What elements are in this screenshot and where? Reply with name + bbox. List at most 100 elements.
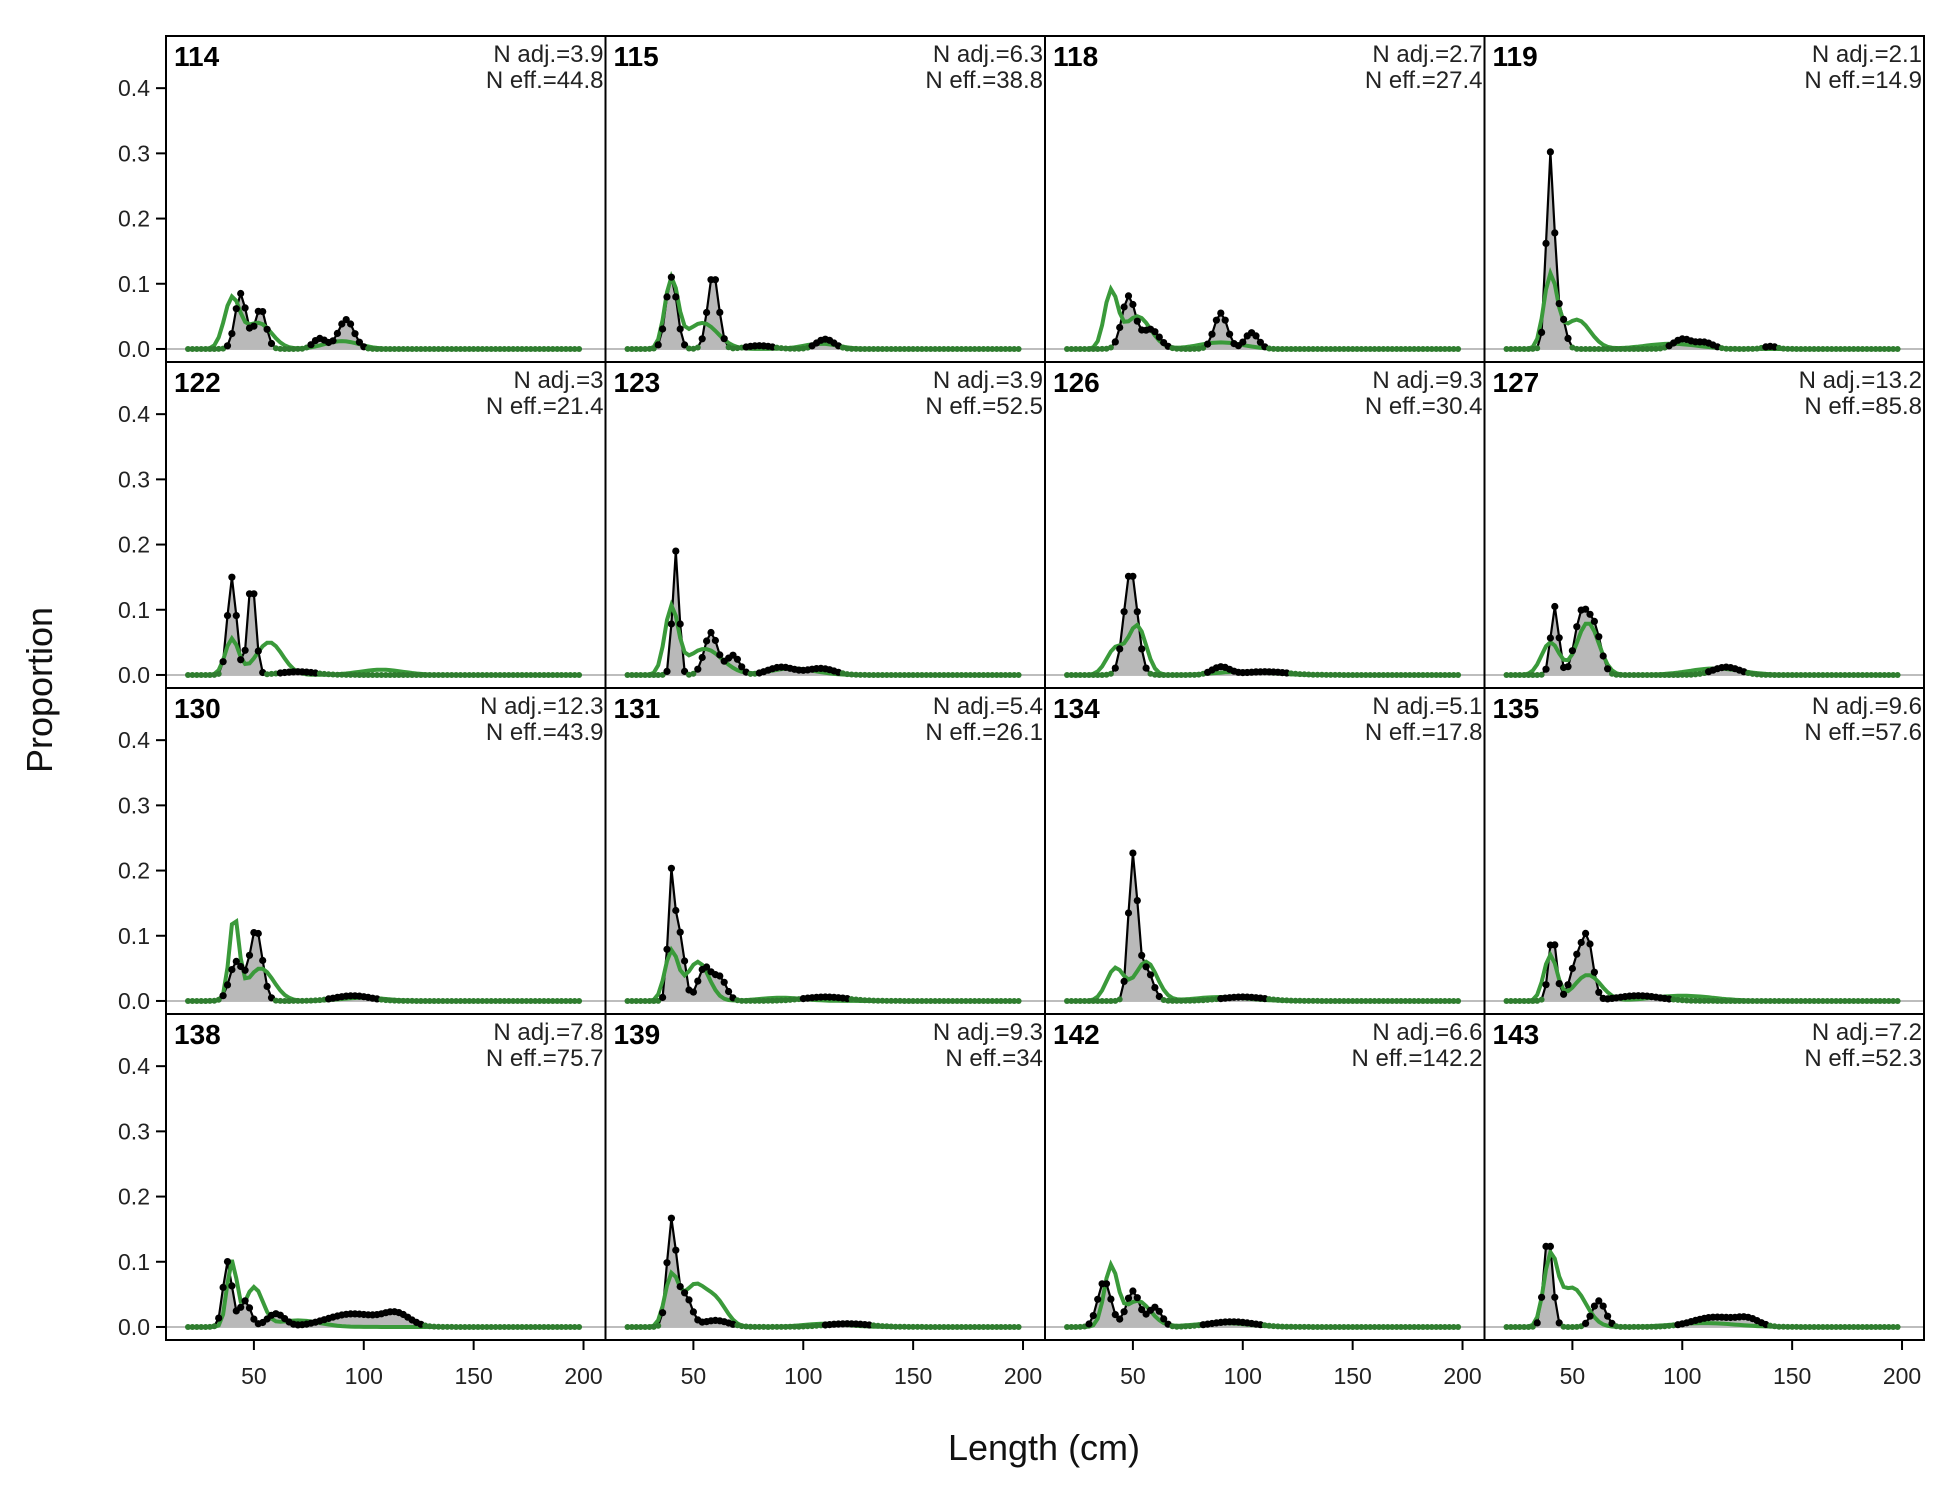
n-eff-label: N eff.=52.5 bbox=[925, 393, 1043, 420]
observed-point bbox=[1358, 998, 1365, 1004]
observed-point bbox=[554, 998, 561, 1004]
observed-point bbox=[286, 346, 293, 352]
observed-point bbox=[676, 325, 684, 333]
observed-point bbox=[857, 671, 864, 678]
observed-point bbox=[417, 998, 424, 1004]
observed-point bbox=[1305, 997, 1312, 1004]
observed-point bbox=[1274, 1323, 1281, 1330]
observed-point bbox=[1762, 671, 1769, 678]
observed-point bbox=[1362, 998, 1369, 1004]
observed-point bbox=[527, 998, 534, 1004]
n-adj-label: N adj.=3 bbox=[513, 367, 603, 394]
observed-point bbox=[1846, 672, 1853, 678]
observed-point bbox=[1006, 1324, 1013, 1330]
observed-point bbox=[378, 996, 385, 1003]
panel-title: 114 bbox=[174, 41, 220, 72]
observed-point bbox=[1455, 672, 1462, 678]
observed-point bbox=[1740, 346, 1747, 352]
observed-point bbox=[1806, 1324, 1813, 1330]
observed-point bbox=[844, 671, 851, 678]
observed-point bbox=[281, 998, 288, 1004]
observed-point bbox=[760, 1323, 767, 1330]
observed-point bbox=[1512, 1324, 1519, 1330]
observed-point bbox=[1776, 998, 1782, 1004]
n-eff-label: N eff.=26.1 bbox=[925, 719, 1043, 746]
panel-title: 131 bbox=[614, 693, 661, 724]
observed-point bbox=[1327, 1324, 1334, 1330]
n-eff-label: N eff.=38.8 bbox=[925, 67, 1043, 94]
observed-point bbox=[787, 996, 794, 1003]
observed-point bbox=[1732, 345, 1738, 352]
y-tick-label: 0.2 bbox=[118, 206, 150, 232]
observed-point bbox=[923, 346, 930, 352]
observed-point bbox=[228, 966, 236, 974]
panel-130: 130 N adj.=12.3N eff.=43.9 bbox=[165, 687, 607, 1015]
observed-point bbox=[1358, 672, 1365, 678]
observed-point bbox=[1402, 672, 1409, 678]
observed-point bbox=[1855, 1324, 1862, 1330]
observed-point bbox=[1103, 998, 1110, 1004]
observed-point bbox=[1877, 998, 1883, 1004]
observed-point bbox=[545, 998, 552, 1004]
observed-point bbox=[202, 346, 209, 352]
observed-point bbox=[426, 1323, 433, 1330]
observed-point bbox=[1182, 672, 1189, 678]
observed-point bbox=[1622, 672, 1629, 678]
observed-point bbox=[545, 346, 552, 352]
observed-point bbox=[932, 672, 939, 678]
observed-point bbox=[773, 997, 780, 1004]
y-tick-label: 0.4 bbox=[118, 727, 150, 753]
observed-point bbox=[1310, 1324, 1317, 1330]
observed-point bbox=[1204, 996, 1211, 1003]
observed-point bbox=[532, 346, 539, 352]
observed-point bbox=[1894, 1324, 1901, 1330]
observed-point bbox=[1064, 346, 1070, 352]
observed-point bbox=[1433, 1324, 1440, 1330]
observed-point bbox=[936, 672, 943, 678]
observed-point bbox=[435, 346, 442, 352]
observed-point bbox=[1301, 1323, 1308, 1330]
observed-point bbox=[1182, 997, 1189, 1004]
observed-point bbox=[554, 1324, 561, 1330]
observed-point bbox=[1789, 672, 1796, 678]
observed-point bbox=[1120, 977, 1128, 986]
panel-114: 114 N adj.=3.9N eff.=44.8 bbox=[165, 35, 607, 363]
observed-point bbox=[848, 996, 855, 1003]
observed-point bbox=[431, 998, 438, 1004]
n-adj-label: N adj.=6.3 bbox=[933, 41, 1043, 68]
observed-point bbox=[1692, 671, 1699, 678]
observed-point bbox=[1894, 672, 1901, 678]
observed-point bbox=[571, 1324, 578, 1330]
observed-point bbox=[1221, 316, 1229, 324]
observed-point bbox=[250, 1315, 258, 1323]
observed-point bbox=[1863, 672, 1870, 678]
observed-point bbox=[1173, 997, 1180, 1004]
observed-point bbox=[1521, 998, 1528, 1004]
observed-point bbox=[1279, 997, 1286, 1004]
observed-point bbox=[1133, 317, 1141, 325]
observed-point bbox=[378, 346, 385, 352]
observed-point bbox=[1855, 346, 1862, 352]
y-tick-label: 0.2 bbox=[118, 532, 150, 558]
observed-point bbox=[659, 325, 667, 333]
observed-point bbox=[1868, 346, 1875, 352]
observed-point bbox=[1433, 998, 1440, 1004]
observed-point bbox=[1371, 1324, 1378, 1330]
observed-point bbox=[1349, 672, 1356, 678]
observed-point bbox=[1086, 672, 1092, 678]
observed-point bbox=[637, 672, 644, 678]
observed-point bbox=[932, 346, 939, 352]
observed-point bbox=[1767, 1322, 1774, 1329]
observed-point bbox=[1568, 647, 1576, 655]
observed-point bbox=[1169, 672, 1176, 678]
observed-area bbox=[187, 577, 580, 675]
observed-point bbox=[1305, 671, 1312, 678]
observed-point bbox=[1828, 672, 1835, 678]
observed-point bbox=[1178, 1323, 1185, 1330]
observed-point bbox=[1652, 345, 1659, 352]
observed-point bbox=[1679, 671, 1686, 678]
observed-point bbox=[232, 612, 240, 620]
observed-point bbox=[1204, 340, 1212, 348]
observed-point bbox=[1784, 1323, 1791, 1330]
